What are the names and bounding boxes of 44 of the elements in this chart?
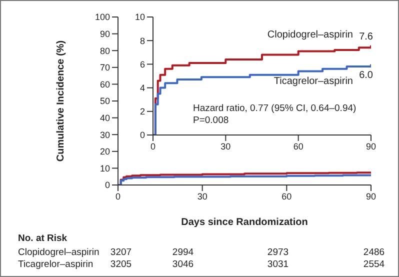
y-tick-label: 30: [100, 130, 110, 140]
y-tick-label: 20: [100, 146, 110, 157]
text: 3207: [110, 247, 132, 258]
y-tick-label: 10: [100, 163, 110, 174]
text: 2554: [363, 259, 385, 270]
y-tick-label: 60: [100, 79, 110, 90]
x-tick-label: 0: [150, 141, 156, 152]
y-tick-label: 70: [100, 62, 110, 73]
x-axis-title: Days since Randomization: [181, 217, 308, 228]
data-label: 6.0: [359, 70, 374, 82]
y-axis-title: Cumulative Incidence (%): [56, 40, 67, 162]
series-label: Ticagrelor–aspirin: [274, 76, 353, 88]
y-tick-label: 4: [140, 82, 145, 93]
x-tick-label: 90: [366, 141, 376, 152]
annotation: Hazard ratio, 0.77 (95% CI, 0.64–0.94): [193, 103, 356, 114]
y-tick-label: 0: [104, 180, 110, 190]
text: No. at Risk: [18, 233, 68, 244]
y-tick-label: 2: [140, 106, 145, 117]
text: Clopidogrel–aspirin: [18, 247, 100, 258]
text: Ticagrelor–aspirin: [18, 259, 94, 270]
annotation: P=0.008: [193, 115, 229, 126]
text: 3205: [110, 259, 132, 270]
x-tick-label: 60: [293, 141, 304, 152]
y-tick-label: 6: [140, 59, 145, 70]
data-label: 7.6: [359, 31, 374, 42]
text: 3046: [172, 259, 194, 270]
text: 2994: [172, 247, 194, 258]
y-tick-label: 40: [100, 112, 110, 123]
text: 3031: [267, 259, 289, 270]
y-tick-label: 8: [140, 36, 145, 46]
x-tick-label: 30: [197, 191, 208, 202]
y-tick-label: 50: [100, 96, 110, 106]
series-label: Clopidogrel–aspirin: [267, 29, 353, 40]
y-tick-label: 90: [100, 28, 110, 39]
y-tick-label: 10: [134, 12, 145, 22]
text: 2973: [267, 247, 289, 258]
x-tick-label: 60: [282, 191, 292, 202]
x-tick-label: 30: [220, 141, 231, 152]
y-tick-label: 0: [140, 130, 145, 140]
y-tick-label: 80: [100, 46, 110, 56]
x-tick-label: 90: [366, 191, 376, 202]
text: 2486: [363, 247, 385, 258]
x-tick-label: 0: [115, 191, 121, 202]
y-tick-label: 100: [94, 12, 110, 22]
